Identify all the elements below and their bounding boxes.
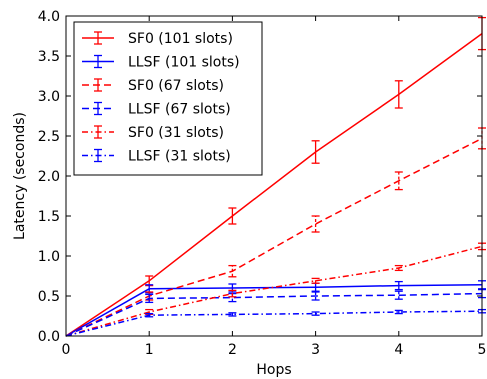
series-3 [65, 288, 486, 337]
legend-entry: SF0 (101 slots) [82, 31, 233, 47]
legend-label: SF0 (67 slots) [128, 78, 224, 94]
legend-entry: LLSF (31 slots) [82, 149, 231, 165]
y-tick-label: 4.0 [38, 9, 60, 25]
error-bar [311, 215, 320, 233]
legend-box [73, 21, 263, 176]
x-axis-title: Hops [256, 362, 291, 378]
y-tick-label: 3.5 [38, 49, 60, 65]
error-bar [394, 80, 403, 109]
error-bar [311, 140, 320, 164]
error-bar [394, 280, 403, 291]
tick-layer: 0 1 2 3 4 5 0.0 0.5 1.0 1.5 2.0 2.5 3.0 3.5 4.0 [38, 9, 487, 358]
error-bar [394, 171, 403, 191]
series-line [65, 284, 483, 337]
error-bar [145, 312, 154, 318]
legend-entry: SF0 (67 slots) [82, 78, 224, 94]
y-axis-title: Latency (seconds) [12, 112, 28, 240]
error-bar [394, 290, 403, 300]
x-tick-label: 3 [311, 342, 320, 358]
y-tick-label: 0.0 [38, 329, 60, 345]
y-tick-label: 1.5 [38, 209, 60, 225]
error-bar [311, 277, 320, 284]
x-tick-label: 2 [228, 342, 237, 358]
y-tick-label: 3.0 [38, 89, 60, 105]
error-bar [394, 309, 403, 315]
series-line [65, 137, 483, 337]
legend-entry: LLSF (67 slots) [82, 102, 231, 118]
legend-entry: LLSF (101 slots) [82, 55, 240, 71]
series-line [65, 32, 483, 337]
x-tick-label: 4 [394, 342, 403, 358]
series-line [65, 310, 483, 337]
error-bar [311, 311, 320, 316]
error-bar [311, 291, 320, 301]
y-tick-label: 2.5 [38, 129, 60, 145]
series-5 [65, 308, 486, 337]
error-bar [228, 289, 237, 298]
plot-frame [65, 15, 483, 337]
y-tick-label: 2.0 [38, 169, 60, 185]
series-line [65, 245, 483, 337]
error-bar [394, 264, 403, 272]
y-tick-label: 1.0 [38, 249, 60, 265]
series-layer [65, 16, 486, 337]
error-bar [228, 312, 237, 317]
error-bar [228, 207, 237, 225]
x-tick-label: 0 [62, 342, 71, 358]
error-bar [145, 293, 154, 304]
series-4 [65, 242, 486, 337]
error-bar [228, 264, 237, 278]
series-1 [65, 280, 486, 337]
legend-label: SF0 (101 slots) [128, 31, 233, 47]
legend-label: LLSF (31 slots) [128, 149, 231, 165]
legend: SF0 (101 slots) LLSF (101 slots) SF0 (67 s… [73, 21, 263, 176]
legend-label: LLSF (101 slots) [128, 55, 240, 71]
legend-entry: SF0 (31 slots) [82, 125, 224, 141]
legend-label: LLSF (67 slots) [128, 102, 231, 118]
y-tick-label: 0.5 [38, 289, 60, 305]
legend-label: SF0 (31 slots) [128, 125, 224, 141]
x-tick-label: 5 [478, 342, 487, 358]
x-tick-label: 1 [145, 342, 154, 358]
series-line [65, 292, 483, 337]
